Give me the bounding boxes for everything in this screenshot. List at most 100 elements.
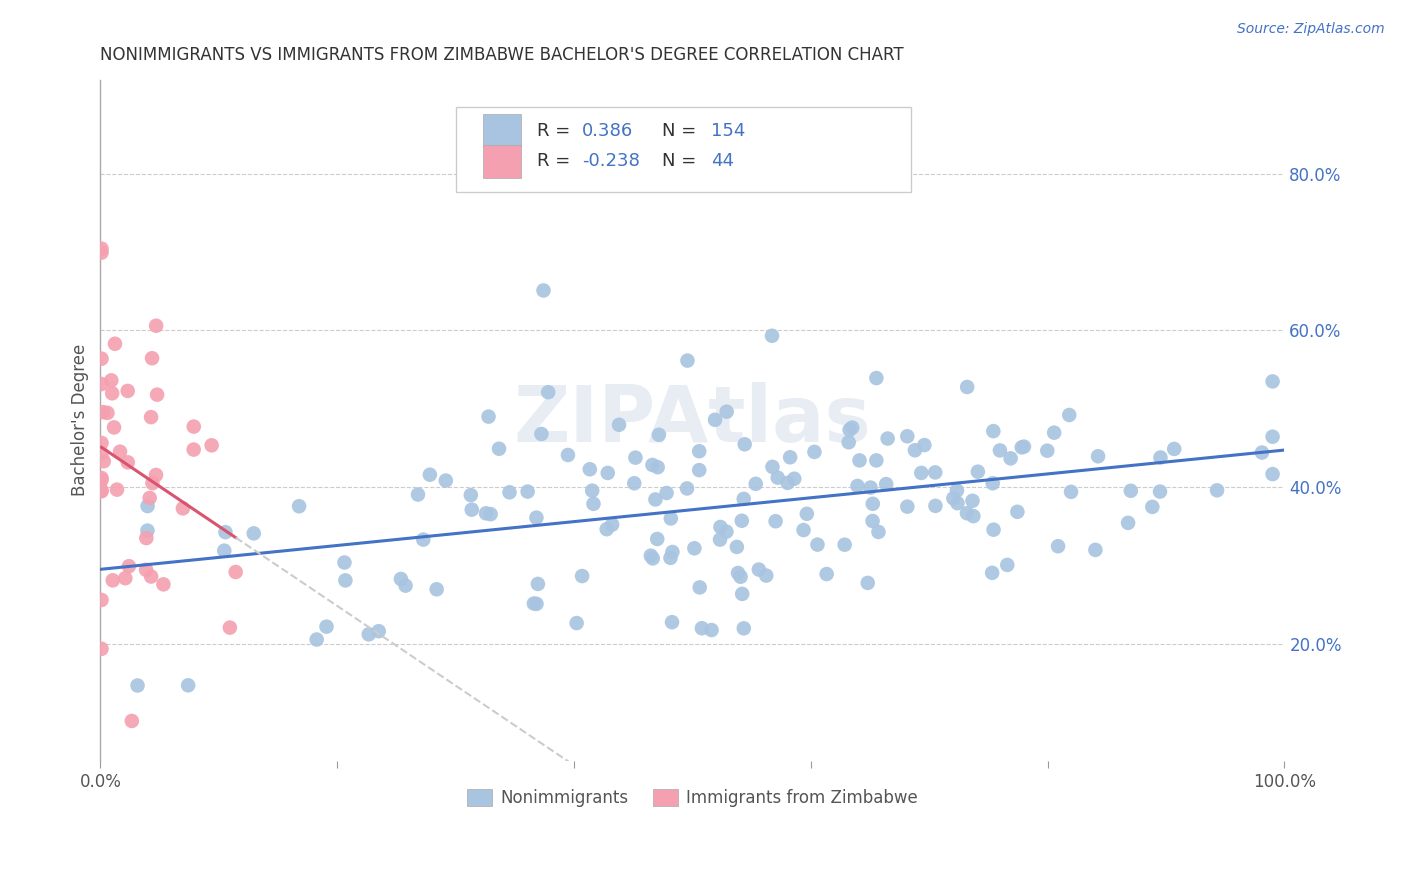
Point	[582, 497, 605, 511]
Point	[357, 627, 380, 641]
Point	[988, 443, 1011, 458]
Point	[101, 386, 124, 401]
Point	[924, 466, 946, 480]
Point	[335, 574, 357, 588]
Point	[1000, 451, 1022, 466]
Point	[527, 577, 550, 591]
Point	[135, 531, 157, 545]
Point	[815, 567, 838, 582]
Point	[841, 420, 863, 434]
Point	[315, 620, 337, 634]
Point	[578, 462, 600, 476]
Point	[218, 621, 240, 635]
Point	[90, 436, 112, 450]
Point	[995, 558, 1018, 572]
Point	[90, 446, 112, 460]
Point	[139, 569, 162, 583]
Point	[394, 579, 416, 593]
Point	[214, 543, 236, 558]
Point	[1261, 375, 1284, 389]
Point	[648, 427, 671, 442]
Point	[90, 641, 112, 656]
Point	[624, 450, 647, 465]
Point	[101, 574, 124, 588]
Point	[596, 466, 619, 480]
Point	[389, 572, 412, 586]
Point	[90, 593, 112, 607]
Point	[121, 714, 143, 728]
Point	[1087, 450, 1109, 464]
Point	[139, 410, 162, 425]
Text: ZIPAtlas: ZIPAtlas	[513, 383, 872, 458]
Point	[461, 502, 484, 516]
Point	[406, 487, 429, 501]
Point	[946, 483, 969, 498]
Point	[477, 409, 499, 424]
Point	[734, 437, 756, 451]
Point	[859, 481, 882, 495]
Point	[1116, 516, 1139, 530]
Point	[596, 522, 619, 536]
Point	[806, 538, 828, 552]
Point	[305, 632, 328, 647]
Point	[100, 373, 122, 387]
Point	[367, 624, 389, 639]
Point	[856, 575, 879, 590]
Point	[761, 328, 783, 343]
Point	[90, 471, 112, 485]
Point	[419, 467, 441, 482]
Point	[1060, 484, 1083, 499]
Point	[475, 506, 498, 520]
Point	[526, 510, 548, 524]
Point	[676, 353, 699, 368]
Point	[709, 520, 731, 534]
Point	[460, 488, 482, 502]
Point	[981, 566, 1004, 580]
Point	[838, 435, 860, 450]
Point	[865, 371, 887, 385]
Point	[90, 351, 112, 366]
Point	[145, 318, 167, 333]
Point	[183, 442, 205, 457]
Point	[640, 549, 662, 563]
Point	[96, 406, 118, 420]
Point	[1149, 484, 1171, 499]
Point	[690, 621, 713, 635]
Text: 154: 154	[711, 122, 745, 140]
Point	[90, 484, 112, 499]
Point	[912, 438, 935, 452]
Point	[704, 413, 727, 427]
Point	[755, 568, 778, 582]
Text: N =: N =	[662, 153, 702, 170]
Text: -0.238: -0.238	[582, 153, 640, 170]
Point	[709, 533, 731, 547]
Point	[141, 476, 163, 491]
Point	[962, 509, 984, 524]
Point	[90, 377, 112, 392]
Point	[876, 432, 898, 446]
Point	[108, 444, 131, 458]
Point	[103, 420, 125, 434]
Point	[689, 581, 711, 595]
Point	[172, 501, 194, 516]
Point	[145, 467, 167, 482]
Point	[93, 454, 115, 468]
Point	[731, 514, 754, 528]
Point	[761, 459, 783, 474]
Point	[655, 486, 678, 500]
Point	[91, 405, 114, 419]
Point	[661, 615, 683, 630]
Point	[793, 523, 815, 537]
Point	[523, 597, 546, 611]
Point	[875, 477, 897, 491]
Point	[865, 453, 887, 467]
Point	[571, 569, 593, 583]
Point	[1142, 500, 1164, 514]
Point	[716, 524, 738, 539]
Point	[862, 514, 884, 528]
Point	[533, 284, 555, 298]
Point	[90, 483, 112, 498]
Point	[967, 465, 990, 479]
Point	[645, 532, 668, 546]
Y-axis label: Bachelor's Degree: Bachelor's Degree	[72, 344, 89, 497]
